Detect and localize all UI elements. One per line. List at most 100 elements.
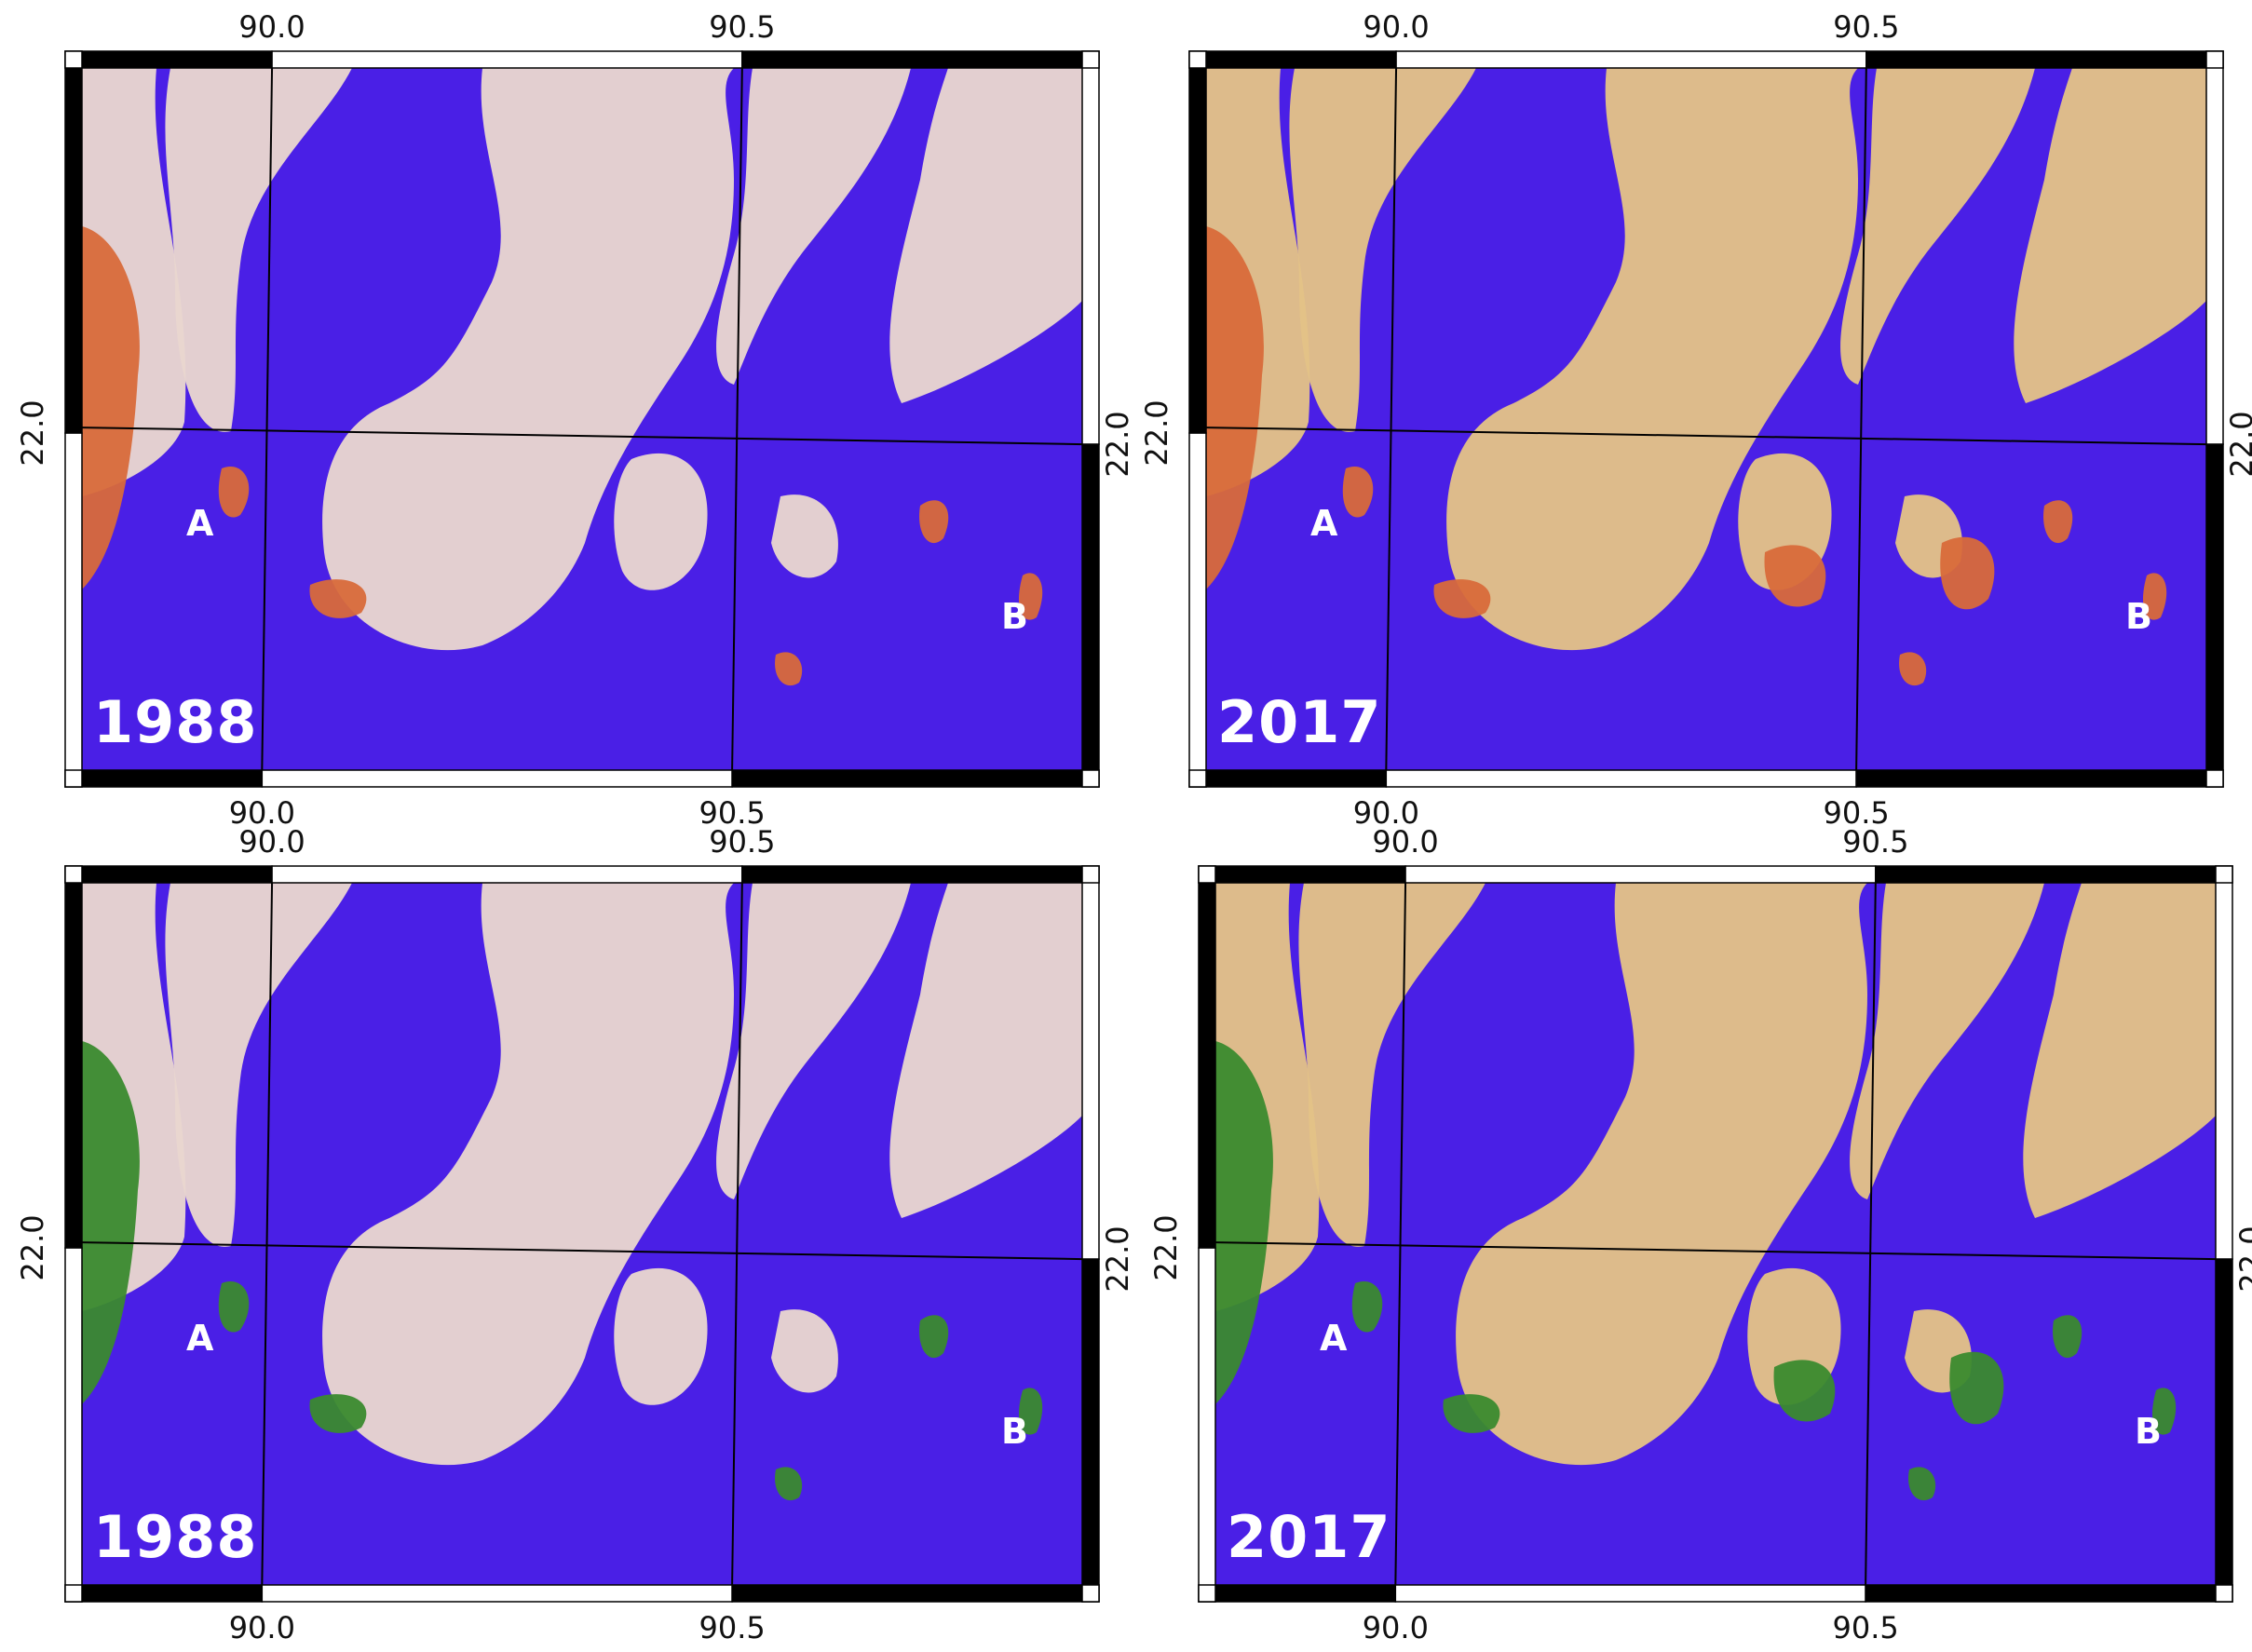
map-frame-band — [64, 1584, 264, 1603]
map-frame-band — [1081, 865, 1100, 1260]
accretion-zone — [218, 467, 250, 518]
accretion-zone — [2142, 573, 2167, 620]
accretion-zone — [82, 226, 140, 589]
land-mass — [1298, 883, 1486, 1247]
graticule-meridian — [1865, 882, 1877, 1586]
map-frame-corner — [1081, 769, 1100, 788]
map-frame-band — [64, 769, 264, 788]
lon-tick-label-top: 90.0 — [1363, 9, 1430, 45]
site-marker-a: A — [186, 503, 214, 544]
graticule-meridian — [731, 882, 743, 1586]
land-mass — [2014, 68, 2206, 403]
land-mass — [1850, 883, 2044, 1199]
accretion-zone — [775, 1467, 803, 1501]
lon-tick-label-bottom: 90.5 — [1823, 795, 1890, 831]
map-panel-top-left: 90.0 90.0 90.5 90.5 22.0 22.0 1988 A B — [15, 12, 1135, 828]
map-frame-band — [261, 1584, 733, 1603]
map-frame-band — [1865, 1584, 2233, 1603]
graticule-parallel — [1205, 427, 2207, 446]
accretion-zone — [1764, 545, 1826, 607]
satellite-image — [1198, 865, 2233, 1603]
accretion-zone — [1940, 536, 1995, 610]
site-marker-a: A — [1310, 503, 1338, 544]
accretion-zone — [309, 579, 367, 618]
map-frame-corner — [64, 50, 83, 69]
land-mass — [1446, 68, 1858, 651]
lon-tick-label-bottom: 90.0 — [228, 1610, 295, 1645]
map-frame-band — [1188, 50, 1397, 69]
graticule-meridian — [1855, 67, 1867, 771]
accretion-zone — [919, 500, 949, 544]
graticule-meridian — [261, 882, 274, 1586]
map-frame-corner — [1081, 865, 1100, 884]
graticule-meridian — [261, 67, 274, 771]
year-label: 1988 — [93, 1503, 258, 1571]
graticule-meridian — [1385, 67, 1398, 771]
site-marker-b: B — [2125, 596, 2152, 637]
graticule-parallel — [1214, 1241, 2217, 1261]
accretion-zone — [1215, 1041, 1273, 1404]
lat-tick-label-left: 22.0 — [1148, 1214, 1184, 1281]
lon-tick-label-bottom: 90.0 — [1362, 1610, 1429, 1645]
satellite-image — [64, 865, 1100, 1603]
map-frame-corner — [1198, 1584, 1216, 1603]
lon-tick-label-bottom: 90.0 — [1352, 795, 1419, 831]
satellite-image — [1188, 50, 2224, 788]
lon-tick-label-bottom: 90.5 — [699, 795, 766, 831]
map-frame-band — [1188, 769, 1388, 788]
site-marker-a: A — [186, 1318, 214, 1359]
map-frame-band — [1198, 1584, 1397, 1603]
land-mass — [322, 883, 734, 1466]
accretion-zone — [309, 1394, 367, 1433]
land-mass — [1840, 68, 2035, 385]
site-marker-b: B — [1001, 1411, 1028, 1452]
map-frame-band — [1394, 1584, 1866, 1603]
graticule-parallel — [81, 427, 1083, 446]
land-mass — [771, 1309, 838, 1393]
map-frame-band — [271, 865, 743, 884]
year-label: 1988 — [93, 688, 258, 756]
site-marker-b: B — [2135, 1411, 2162, 1452]
lon-tick-label-top: 90.5 — [1833, 9, 1900, 45]
map-frame-corner — [64, 769, 83, 788]
lon-tick-label-top: 90.0 — [238, 824, 305, 860]
map-frame-band — [741, 865, 1100, 884]
map-frame-corner — [64, 1584, 83, 1603]
map-frame-corner — [1188, 769, 1207, 788]
accretion-zone — [775, 652, 803, 686]
map-frame-band — [2215, 1258, 2233, 1603]
graticule-meridian — [731, 67, 743, 771]
accretion-zone — [1018, 573, 1043, 620]
accretion-zone — [1949, 1351, 2004, 1425]
accretion-zone — [2151, 1388, 2177, 1435]
accretion-zone — [1342, 467, 1374, 518]
map-frame-corner — [2205, 50, 2224, 69]
site-marker-a: A — [1320, 1318, 1348, 1359]
map-frame-band — [1188, 50, 1207, 434]
lon-tick-label-top: 90.0 — [238, 9, 305, 45]
land-mass — [1289, 68, 1476, 432]
lat-tick-label-right: 22.0 — [2224, 411, 2252, 478]
map-frame-band — [1865, 50, 2224, 69]
lat-tick-label-right: 22.0 — [2233, 1225, 2252, 1293]
site-marker-b: B — [1001, 596, 1028, 637]
map-frame-band — [64, 1247, 83, 1603]
land-mass — [716, 68, 911, 385]
satellite-image — [64, 50, 1100, 788]
accretion-zone — [1908, 1467, 1936, 1501]
map-frame-band — [1198, 865, 1406, 884]
land-mass — [889, 68, 1082, 403]
map-frame-band — [64, 50, 273, 69]
map-frame-corner — [1198, 865, 1216, 884]
map-frame-band — [741, 50, 1100, 69]
year-label: 2017 — [1217, 688, 1382, 756]
land-mass — [165, 68, 352, 432]
accretion-zone — [1433, 579, 1491, 618]
map-frame-band — [1855, 769, 2224, 788]
accretion-zone — [1351, 1281, 1383, 1333]
lat-tick-label-left: 22.0 — [15, 399, 50, 467]
accretion-zone — [919, 1315, 949, 1359]
map-frame-band — [64, 865, 83, 1249]
map-frame-band — [1198, 1247, 1216, 1603]
land-mass — [889, 883, 1082, 1218]
